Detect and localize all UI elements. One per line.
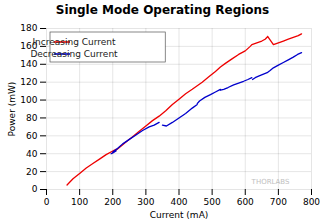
svg-text:600: 600 <box>237 197 254 207</box>
svg-text:20: 20 <box>26 166 38 176</box>
svg-text:180: 180 <box>20 23 37 33</box>
svg-text:Power (mW): Power (mW) <box>7 82 17 137</box>
svg-text:Decreasing Current: Decreasing Current <box>30 49 118 59</box>
html-text:Single Mode Operating Regions: Single Mode Operating Regions <box>55 3 270 17</box>
svg-text:160: 160 <box>20 41 38 52</box>
svg-text:700: 700 <box>270 197 287 207</box>
svg-text:800: 800 <box>303 197 320 207</box>
svg-text:40: 40 <box>26 149 38 159</box>
svg-text:Increasing Current: Increasing Current <box>32 37 116 47</box>
svg-text:100: 100 <box>71 197 88 207</box>
svg-text:120: 120 <box>20 77 37 87</box>
svg-text:400: 400 <box>170 197 187 207</box>
svg-text:140: 140 <box>20 59 37 69</box>
svg-text:THORLABS: THORLABS <box>251 178 290 186</box>
svg-text:0: 0 <box>44 197 50 207</box>
svg-text:Current (mA): Current (mA) <box>150 210 209 220</box>
svg-text:60: 60 <box>26 131 38 141</box>
svg-text:500: 500 <box>204 197 221 207</box>
svg-text:200: 200 <box>104 197 121 207</box>
svg-text:300: 300 <box>137 197 154 207</box>
svg-text:100: 100 <box>20 95 37 105</box>
svg-text:0: 0 <box>32 184 38 194</box>
svg-text:80: 80 <box>26 113 38 123</box>
